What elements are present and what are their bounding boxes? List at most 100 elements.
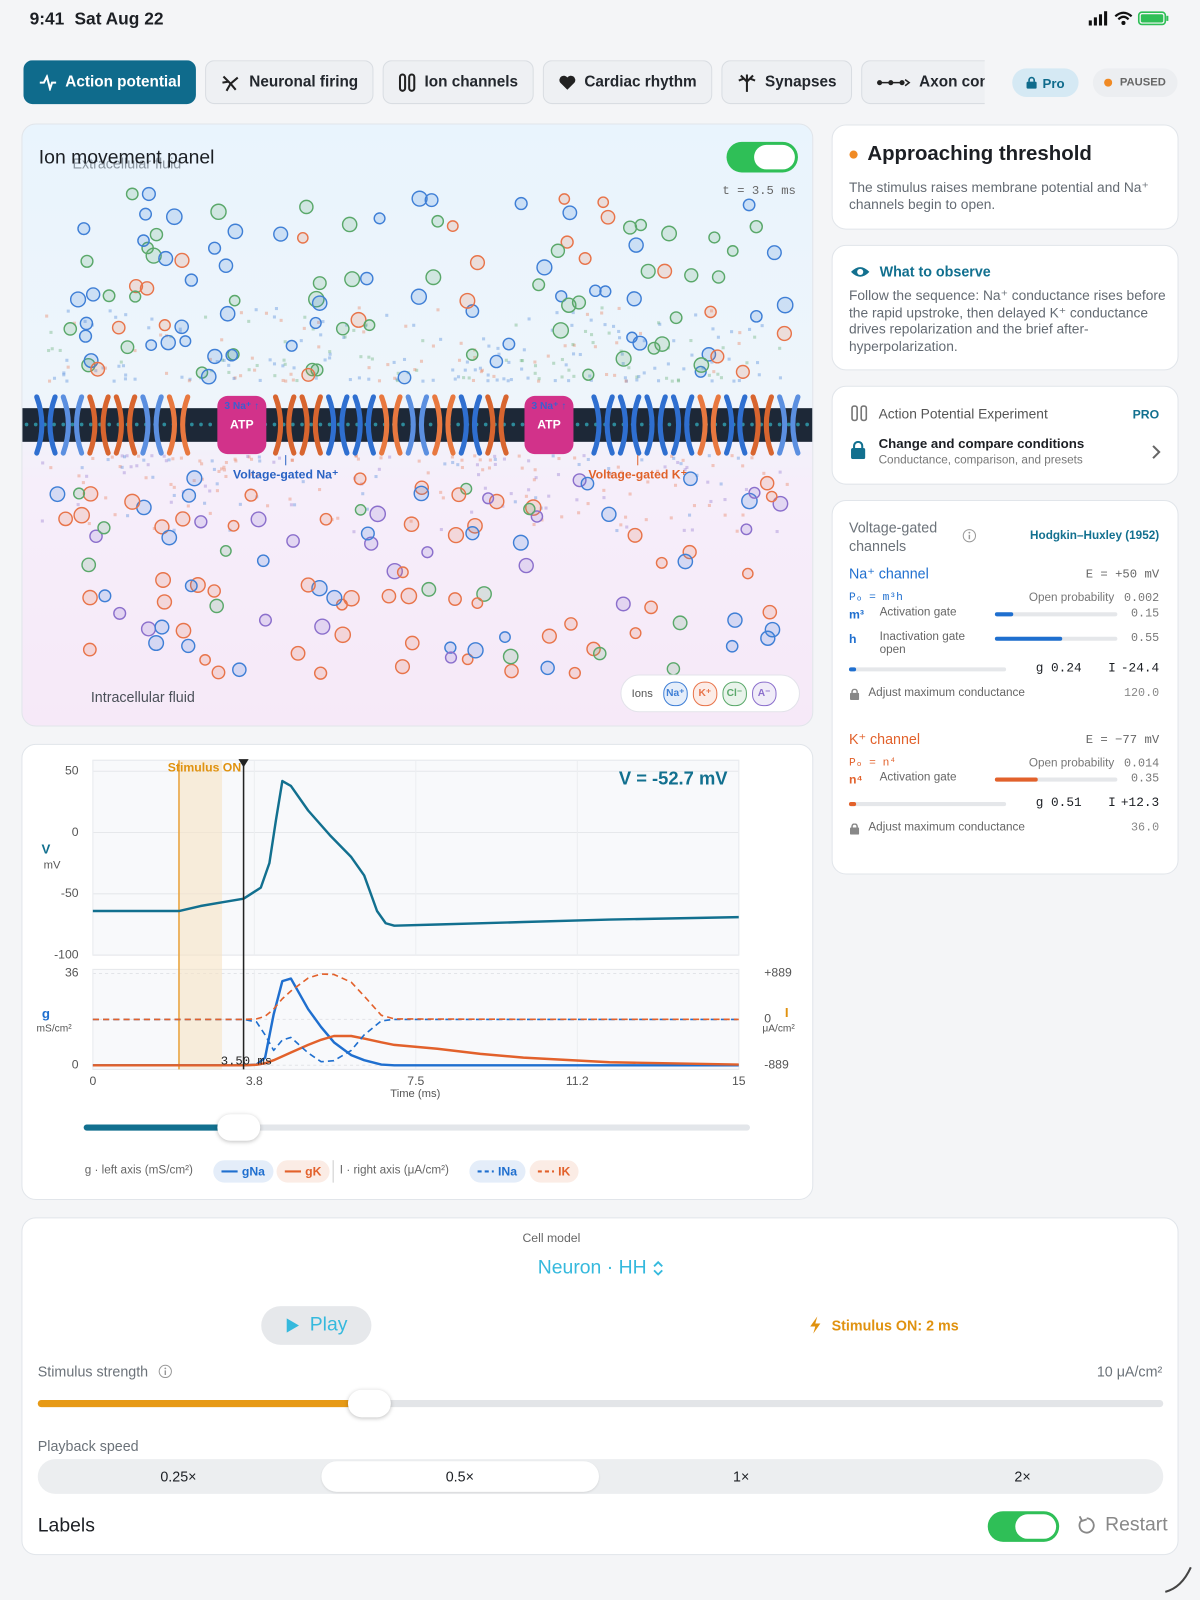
ion-dot xyxy=(121,364,126,368)
ion xyxy=(300,577,316,593)
ion xyxy=(400,587,418,605)
ion xyxy=(73,506,91,524)
ion-panel-toggle[interactable] xyxy=(726,141,798,173)
ion-dot xyxy=(374,475,378,479)
tab[interactable]: Axon condu xyxy=(860,60,985,105)
cell-model-label: Cell model xyxy=(522,1230,581,1245)
ion xyxy=(165,208,183,226)
tab[interactable]: Cardiac rhythm xyxy=(542,60,712,105)
open-probability-label: Open probability xyxy=(1028,591,1115,605)
ion-dot xyxy=(560,375,564,379)
ion-dot xyxy=(388,455,392,459)
open-probability: 0.014 xyxy=(1123,757,1160,771)
ion xyxy=(552,322,570,339)
ion-dot xyxy=(607,467,611,471)
ion xyxy=(540,660,555,676)
tab[interactable]: Synapses xyxy=(721,60,852,105)
ion-legend: Ions Na⁺ K⁺ Cl⁻ A⁻ xyxy=(620,674,800,713)
restart-button[interactable]: Restart xyxy=(1077,1514,1168,1536)
ion-dot xyxy=(66,309,70,313)
ion-dot xyxy=(609,473,613,477)
labels-toggle[interactable] xyxy=(987,1511,1060,1542)
stimulus-slider-track[interactable] xyxy=(37,1399,1164,1408)
time-slider-track[interactable] xyxy=(83,1124,750,1131)
ion xyxy=(448,592,462,606)
ion-dot xyxy=(220,467,224,471)
status-date: Sat Aug 22 xyxy=(74,9,164,29)
ion-dot xyxy=(421,379,425,383)
ion xyxy=(63,322,78,336)
experiment-card[interactable]: Action Potential Experiment PRO Change a… xyxy=(831,385,1179,485)
ion-dot xyxy=(557,456,561,461)
membrane-head xyxy=(584,422,589,427)
ion-dot xyxy=(443,462,447,466)
ion-dot xyxy=(114,315,118,319)
stimulus-slider-thumb[interactable] xyxy=(347,1389,391,1418)
pro-badge[interactable]: Pro xyxy=(1012,68,1079,97)
stimulus-status-text: Stimulus ON: 2 ms xyxy=(831,1316,959,1334)
ion xyxy=(207,584,221,598)
ion-dot xyxy=(682,528,686,532)
ion-dot xyxy=(676,460,680,465)
speed-option[interactable]: 1× xyxy=(733,1468,750,1485)
ion xyxy=(776,325,793,342)
ion xyxy=(568,666,581,680)
ion-dot xyxy=(328,352,332,356)
ion-dot xyxy=(602,488,606,492)
ion-dot xyxy=(288,497,292,501)
ion xyxy=(82,642,97,657)
ion xyxy=(225,348,239,362)
legend-chip[interactable]: IK xyxy=(529,1160,579,1183)
ion-dot xyxy=(253,368,257,372)
ion xyxy=(273,226,289,242)
ion-dot xyxy=(172,528,176,532)
ion-dot xyxy=(77,474,81,478)
phase-text: The stimulus raises membrane potential a… xyxy=(848,179,1149,213)
ion-dot xyxy=(578,352,582,357)
tab[interactable]: Action potential xyxy=(23,60,197,105)
speed-option[interactable]: 0.5× xyxy=(321,1461,599,1492)
tab[interactable]: Ion channels xyxy=(382,60,534,105)
legend-chip[interactable]: gK xyxy=(276,1160,330,1183)
ion-dot xyxy=(493,462,497,466)
ion-dot xyxy=(741,513,745,517)
ion xyxy=(82,486,99,502)
ion-dot xyxy=(730,454,734,458)
ion xyxy=(326,589,343,607)
ion xyxy=(194,515,208,529)
ion-dot xyxy=(203,484,207,488)
data-line xyxy=(92,779,739,927)
ion-dot xyxy=(426,471,430,475)
ion-dot xyxy=(607,331,611,335)
ion-dot xyxy=(363,324,367,328)
ion xyxy=(85,287,101,302)
speed-option[interactable]: 0.25× xyxy=(160,1468,197,1485)
membrane-head xyxy=(805,422,809,427)
legend-chip[interactable]: INa xyxy=(469,1160,526,1183)
ion-dot xyxy=(299,339,303,343)
ion-dot xyxy=(289,503,293,507)
ion-dot xyxy=(481,468,485,472)
speed-option[interactable]: 2× xyxy=(1014,1468,1031,1485)
ion-dot xyxy=(683,468,687,472)
ion xyxy=(90,361,106,377)
ion-dot xyxy=(524,494,528,498)
cell-model-picker[interactable]: Neuron · HH xyxy=(538,1257,663,1279)
play-button[interactable]: Play xyxy=(261,1306,372,1345)
membrane-head xyxy=(722,422,727,427)
ion-dot xyxy=(586,502,590,506)
ion xyxy=(211,665,226,680)
time-slider-thumb[interactable] xyxy=(217,1114,261,1141)
legend-chip[interactable]: gNa xyxy=(213,1160,274,1183)
ion-dot xyxy=(520,367,524,371)
ion-dot xyxy=(441,496,445,500)
ion-dot xyxy=(142,458,146,462)
ion-dot xyxy=(669,516,673,520)
tab[interactable]: Neuronal firing xyxy=(205,60,374,105)
ion-channel xyxy=(432,394,456,456)
ion-dot xyxy=(637,375,641,379)
ion-dot xyxy=(393,376,397,380)
ion xyxy=(572,473,587,488)
ion xyxy=(301,367,316,382)
membrane-head xyxy=(483,422,488,427)
